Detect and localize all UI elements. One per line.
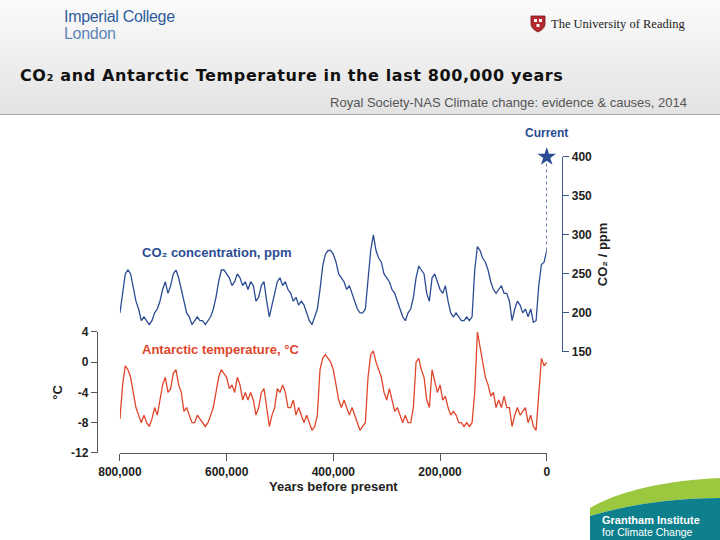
svg-text:800,000: 800,000: [98, 465, 142, 479]
svg-text:Grantham Institute: Grantham Institute: [602, 514, 700, 526]
html-text:The University of Reading: The University of Reading: [551, 16, 685, 31]
svg-text:for Climate Change: for Climate Change: [602, 526, 693, 538]
svg-text:0: 0: [543, 465, 550, 479]
svg-text:200: 200: [572, 306, 592, 320]
svg-text:CO₂ / ppm: CO₂ / ppm: [595, 223, 610, 287]
html-text:London: London: [64, 25, 116, 42]
svg-text:Current: Current: [525, 126, 568, 140]
svg-text:0: 0: [82, 355, 89, 369]
svg-text:250: 250: [572, 267, 592, 281]
svg-text:-12: -12: [71, 446, 89, 460]
svg-text:300: 300: [572, 228, 592, 242]
svg-text:150: 150: [572, 345, 592, 359]
svg-text:Years before present: Years before present: [269, 479, 398, 494]
svg-text:Antarctic temperature, °C: Antarctic temperature, °C: [142, 342, 300, 357]
svg-text:600,000: 600,000: [205, 465, 249, 479]
html-text:Imperial College: Imperial College: [64, 8, 175, 25]
svg-text:CO₂ concentration, ppm: CO₂ concentration, ppm: [142, 245, 292, 260]
svg-text:400,000: 400,000: [312, 465, 356, 479]
svg-text:-4: -4: [78, 386, 89, 400]
html-text:CO₂ and Antarctic Temperature: CO₂ and Antarctic Temperature in the las…: [20, 66, 564, 85]
html-text:Royal Society-NAS Climate chan: Royal Society-NAS Climate change: eviden…: [330, 95, 687, 110]
svg-text:200,000: 200,000: [418, 465, 462, 479]
svg-text:-8: -8: [78, 416, 89, 430]
svg-text:350: 350: [572, 189, 592, 203]
svg-text:°C: °C: [50, 385, 65, 400]
svg-text:400: 400: [572, 150, 592, 164]
svg-text:4: 4: [82, 325, 89, 339]
